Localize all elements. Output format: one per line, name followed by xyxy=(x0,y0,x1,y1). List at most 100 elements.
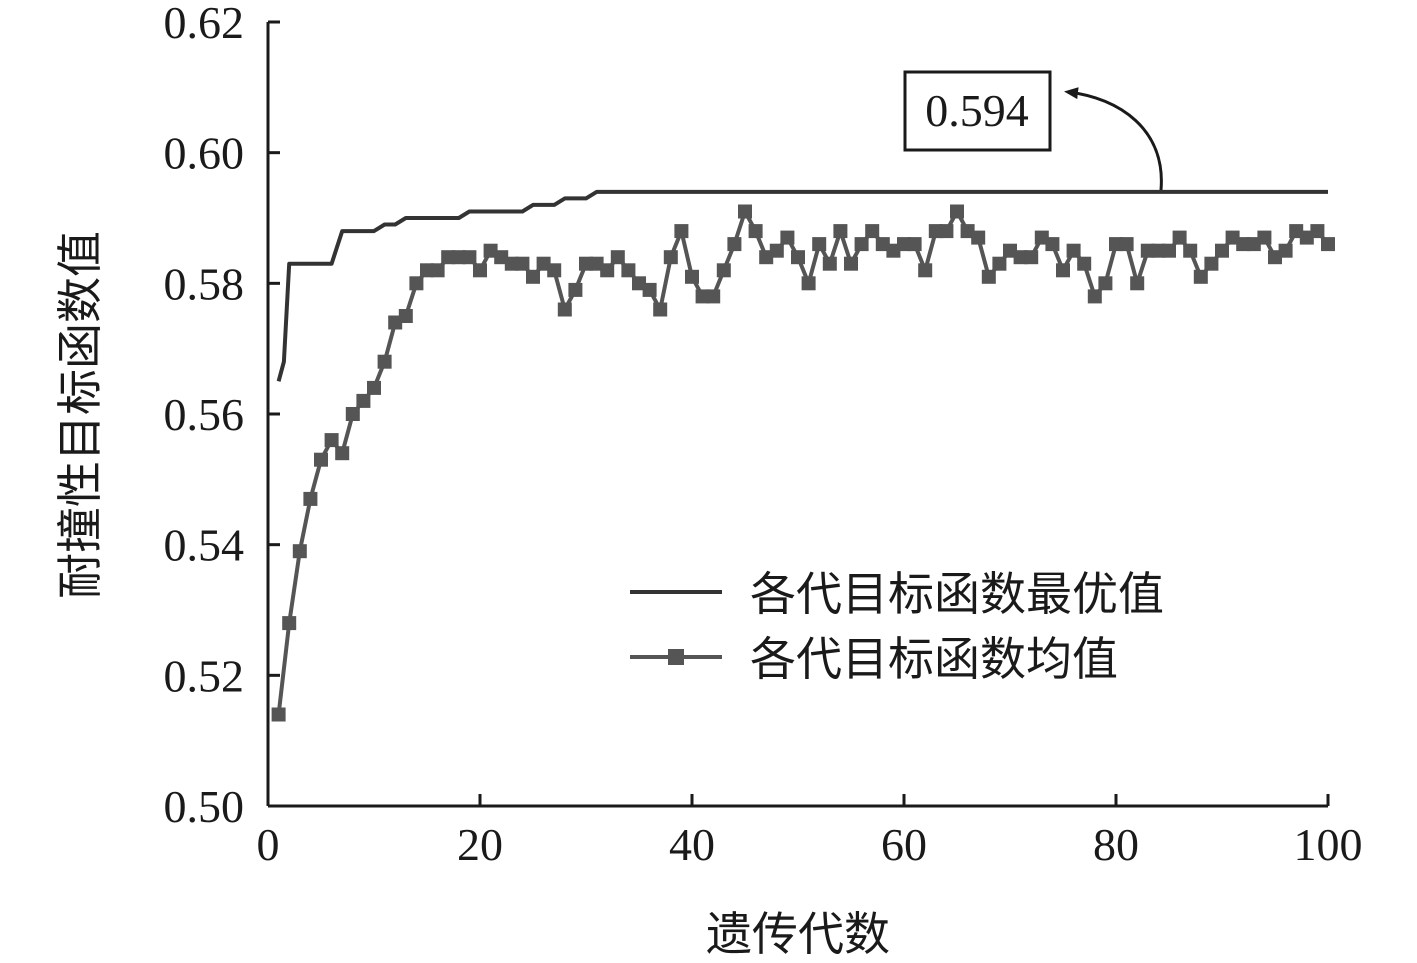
series-point-mean xyxy=(706,289,721,304)
series-point-mean xyxy=(695,289,710,304)
series-point-mean xyxy=(483,243,498,258)
series-point-mean xyxy=(345,407,360,421)
series-point-mean xyxy=(981,269,996,284)
series-point-mean xyxy=(1077,256,1092,271)
series-point-mean xyxy=(971,230,986,245)
series-point-mean xyxy=(653,302,668,317)
y-tick-label: 0.52 xyxy=(164,650,245,701)
series-point-mean xyxy=(282,616,297,631)
series-point-mean xyxy=(632,276,646,291)
series-point-mean xyxy=(1193,269,1208,284)
series-point-mean xyxy=(1034,230,1049,245)
series-point-mean xyxy=(1140,243,1155,258)
series-point-mean xyxy=(1289,224,1304,239)
annotation-box xyxy=(903,70,1052,152)
series-point-mean xyxy=(409,276,424,291)
series-point-mean xyxy=(833,224,848,239)
series-point-mean xyxy=(1119,237,1134,252)
series-point-mean xyxy=(1257,230,1272,245)
series-point-mean xyxy=(1172,230,1187,245)
series-point-mean xyxy=(727,237,742,252)
series-point-mean xyxy=(992,256,1007,271)
series-point-mean xyxy=(1066,243,1081,258)
y-tick-label: 0.54 xyxy=(164,520,245,571)
series-point-mean xyxy=(451,250,466,265)
series-point-mean xyxy=(1183,243,1198,258)
series-point-mean xyxy=(621,263,636,278)
series-point-mean xyxy=(960,224,975,239)
y-tick-label: 0.56 xyxy=(164,389,245,440)
series-point-mean xyxy=(674,224,689,239)
series-point-mean xyxy=(865,224,880,239)
series-point-mean xyxy=(462,250,477,265)
legend: 各代目标函数最优值 各代目标函数均值 xyxy=(630,567,1164,686)
series-point-mean xyxy=(801,276,816,291)
series-point-mean xyxy=(504,256,519,271)
series-point-mean xyxy=(875,237,890,252)
series-point-mean xyxy=(918,263,933,278)
series-point-mean xyxy=(685,269,699,284)
series-point-mean xyxy=(430,263,445,278)
series-point-mean xyxy=(610,250,625,265)
series-point-mean xyxy=(600,263,615,278)
series-point-mean xyxy=(939,224,954,239)
series-point-mean xyxy=(473,263,487,278)
series-point-mean xyxy=(494,250,509,265)
legend-label-mean: 各代目标函数均值 xyxy=(750,632,1118,686)
y-tick-label: 0.60 xyxy=(164,128,245,179)
series-point-mean xyxy=(324,433,339,448)
series-point-mean xyxy=(1162,243,1176,258)
series-point-mean xyxy=(844,256,858,271)
y-tick-label: 0.62 xyxy=(164,0,245,48)
series-point-mean xyxy=(1045,237,1060,252)
series-point-mean xyxy=(292,544,307,559)
series-point-mean xyxy=(1225,230,1240,245)
series-point-mean xyxy=(303,491,318,506)
series-point-mean xyxy=(579,256,593,271)
series-point-mean xyxy=(812,237,827,252)
series-point-mean xyxy=(536,256,551,271)
series-point-mean xyxy=(1299,230,1314,245)
series-point-mean xyxy=(759,250,774,265)
series-point-mean xyxy=(738,204,752,219)
series-point-mean xyxy=(271,707,286,722)
series-point-mean xyxy=(1109,237,1123,252)
series-point-mean xyxy=(1215,243,1229,258)
series-point-mean xyxy=(398,309,413,323)
series-point-mean xyxy=(515,256,530,271)
annotation-arrow xyxy=(1064,87,1163,191)
y-tick-label: 0.58 xyxy=(164,258,245,309)
series-point-mean xyxy=(420,263,434,278)
annotation: 0.594 xyxy=(903,70,1163,191)
series-point-mean xyxy=(1151,243,1166,258)
series-point-mean xyxy=(557,302,572,317)
series-point-mean xyxy=(769,243,784,258)
x-tick-label: 80 xyxy=(1093,819,1139,870)
x-tick-label: 20 xyxy=(457,819,503,870)
annotation-value: 0.594 xyxy=(925,85,1029,136)
y-axis-title: 耐撞性目标函数值 xyxy=(53,231,107,599)
series-point-mean xyxy=(1310,224,1325,239)
y-tick-label: 0.50 xyxy=(164,781,245,832)
legend-label-best: 各代目标函数最优值 xyxy=(750,567,1164,621)
series-point-mean xyxy=(854,237,869,252)
series-point-mean xyxy=(748,224,763,239)
series-point-mean xyxy=(907,237,922,252)
series-point-mean xyxy=(314,452,328,467)
series-point-mean xyxy=(822,256,837,271)
series-point-mean xyxy=(780,230,795,245)
x-tick-label: 60 xyxy=(881,819,927,870)
series-point-mean xyxy=(1024,250,1039,265)
series-point-mean xyxy=(526,269,540,284)
series-point-mean xyxy=(441,250,456,265)
series-point-mean xyxy=(547,263,562,278)
series-point-mean xyxy=(1013,250,1028,265)
series-point-mean xyxy=(1098,276,1113,291)
series-point-mean xyxy=(716,263,731,278)
series-point-mean xyxy=(568,282,583,297)
series-point-mean xyxy=(377,354,392,369)
series-point-mean xyxy=(335,446,350,461)
series-point-mean xyxy=(1321,237,1335,252)
series-point-mean xyxy=(1278,243,1293,258)
